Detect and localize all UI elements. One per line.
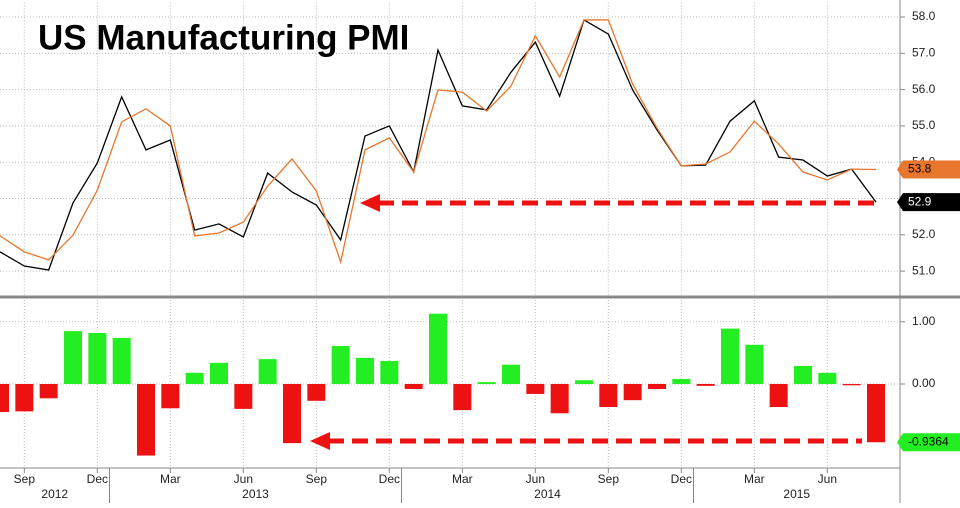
- bar: [356, 357, 374, 384]
- x-tick-label: Dec: [671, 472, 692, 486]
- x-tick-label: Mar: [160, 472, 181, 486]
- line-series: [0, 19, 877, 265]
- year-label: 2014: [534, 487, 561, 501]
- y-tick-label: 52.0: [912, 227, 936, 241]
- y-tick-label: 56.0: [912, 82, 936, 96]
- y-tick-label: 57.0: [912, 45, 936, 59]
- x-tick-label: Jun: [818, 472, 837, 486]
- line-series: [0, 18, 877, 271]
- bar: [64, 331, 82, 384]
- bar: [258, 359, 277, 384]
- x-tick-label: Sep: [598, 472, 620, 486]
- bar: [623, 384, 642, 401]
- annotation-arrow: [310, 432, 862, 450]
- bar: [307, 384, 326, 401]
- bar: [283, 384, 301, 444]
- bar: [234, 384, 253, 409]
- y-tick-label: 55.0: [912, 118, 936, 132]
- bar: [648, 384, 666, 389]
- x-tick-label: Jun: [234, 472, 253, 486]
- bar: [380, 360, 399, 384]
- last-value-tag-pointer: [897, 160, 903, 179]
- x-tick-label: Sep: [306, 472, 328, 486]
- year-label: 2013: [242, 487, 269, 501]
- bar: [185, 372, 204, 384]
- bar: [769, 384, 788, 408]
- x-tick-label: Dec: [87, 472, 108, 486]
- bar: [429, 313, 447, 384]
- year-label: 2012: [41, 487, 68, 501]
- bar: [137, 384, 155, 456]
- year-label: 2015: [783, 487, 810, 501]
- annotation-arrow: [360, 194, 878, 212]
- bar: [15, 384, 34, 412]
- bar: [404, 384, 423, 389]
- last-value-label: 52.9: [908, 194, 932, 208]
- bar: [745, 344, 764, 384]
- bar: [161, 384, 180, 409]
- bar: [477, 382, 496, 384]
- x-tick-label: Jun: [526, 472, 545, 486]
- bar: [526, 384, 545, 394]
- x-tick-label: Dec: [379, 472, 400, 486]
- bar: [867, 384, 885, 443]
- last-value-tag: [903, 160, 960, 179]
- y-tick-label: 51.0: [912, 263, 936, 277]
- x-tick-label: Mar: [744, 472, 765, 486]
- last-value-tag: [903, 433, 960, 452]
- bar: [331, 346, 350, 384]
- bar: [842, 384, 861, 386]
- last-value-tag-pointer: [897, 433, 903, 452]
- bar: [88, 332, 107, 384]
- bar: [794, 365, 812, 384]
- x-tick-label: Mar: [452, 472, 473, 486]
- last-value-tag: [903, 193, 960, 212]
- y-tick-label: 1.00: [912, 314, 936, 328]
- bar: [210, 362, 228, 384]
- last-value-label: -0.9364: [908, 434, 949, 448]
- chart-title: US Manufacturing PMI: [38, 18, 409, 57]
- bar: [453, 384, 472, 411]
- bar: [818, 372, 837, 384]
- bar: [575, 380, 593, 384]
- bar: [39, 384, 58, 399]
- last-value-tag-pointer: [897, 193, 903, 212]
- bar: [672, 379, 691, 384]
- last-value-label: 53.8: [908, 162, 932, 176]
- bar: [502, 364, 520, 384]
- x-tick-label: Sep: [14, 472, 36, 486]
- bar: [721, 328, 739, 384]
- bar: [0, 384, 9, 412]
- y-tick-label: 0.00: [912, 376, 936, 390]
- bar: [599, 384, 618, 408]
- bar: [550, 384, 569, 414]
- bar: [112, 337, 131, 384]
- y-tick-label: 58.0: [912, 9, 936, 23]
- bar: [696, 384, 715, 386]
